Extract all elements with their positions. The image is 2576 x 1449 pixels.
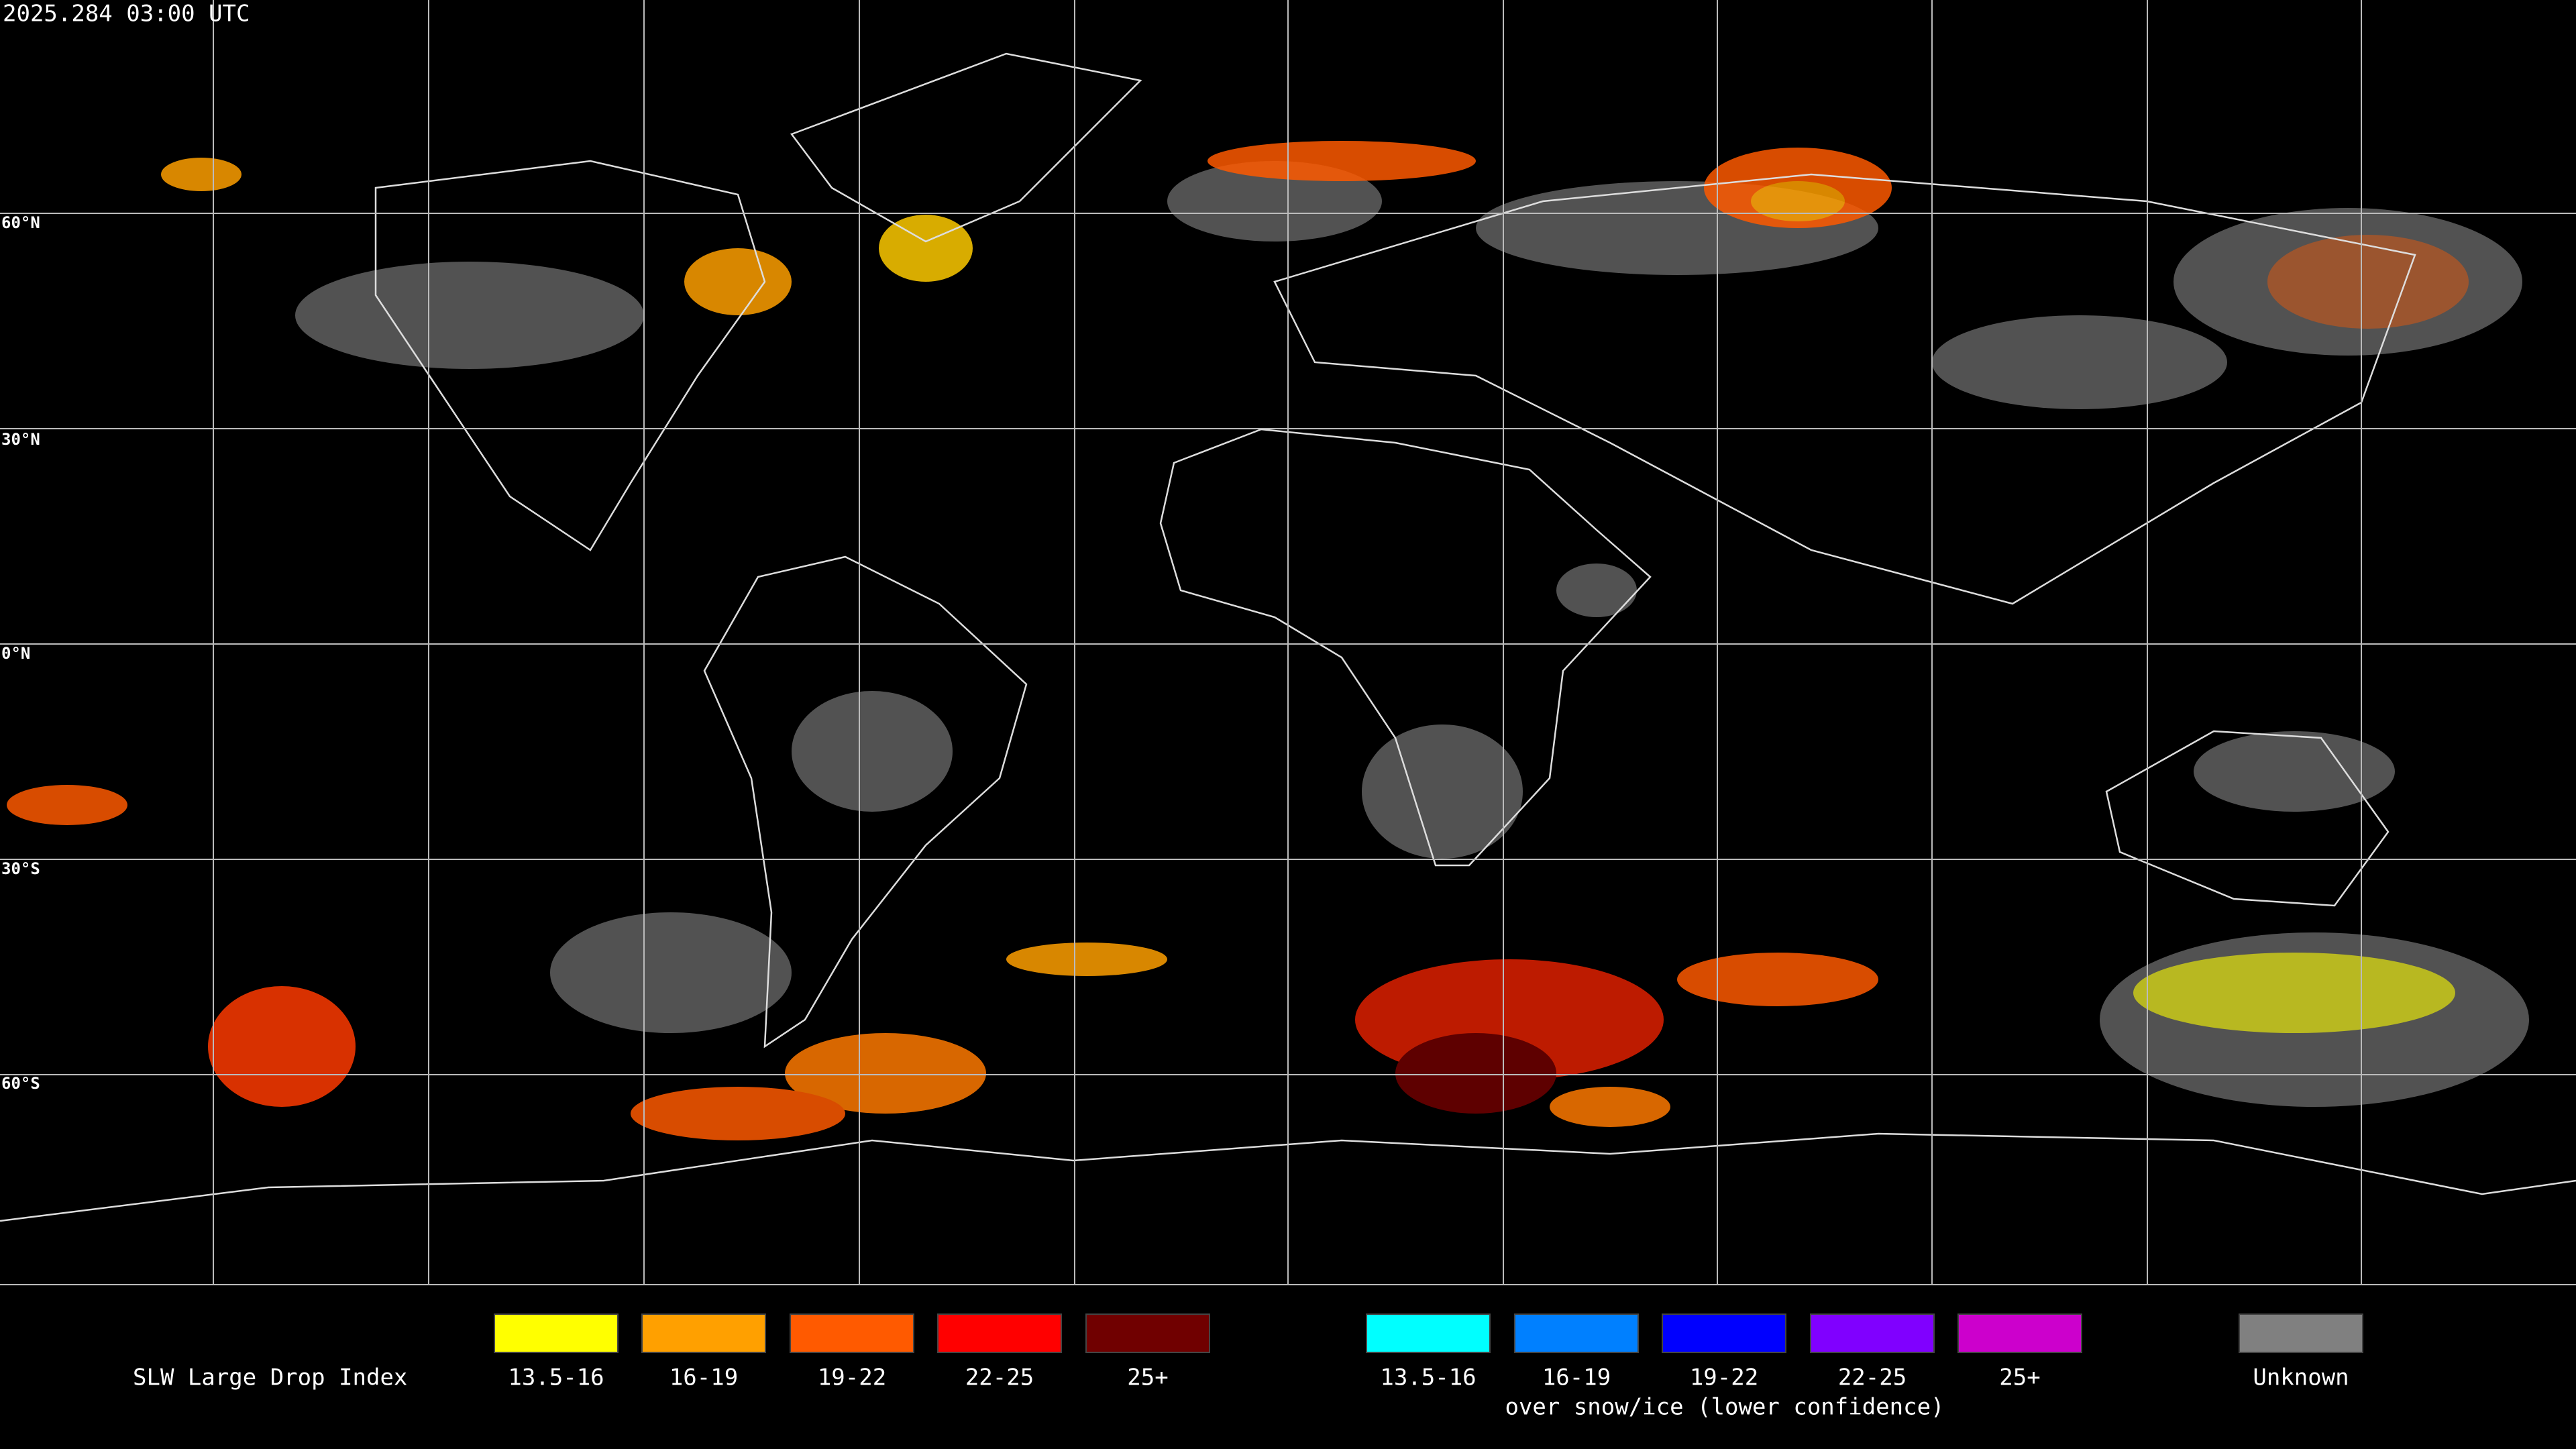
cloud-field	[7, 141, 2529, 1140]
legend-label: 13.5-16	[508, 1364, 604, 1391]
latitude-label: 30°N	[1, 430, 40, 449]
legend-label: 16-19	[669, 1364, 738, 1391]
legend-label: 19-22	[1690, 1364, 1758, 1391]
latitude-label: 60°S	[1, 1074, 40, 1093]
legend-swatch	[790, 1313, 914, 1353]
legend-label: 19-22	[818, 1364, 886, 1391]
legend-label: 25+	[1127, 1364, 1168, 1391]
timestamp: 2025.284 03:00 UTC	[3, 1, 250, 28]
legend-label: 22-25	[1838, 1364, 1907, 1391]
legend-swatch	[2239, 1313, 2363, 1353]
legend-swatch	[1514, 1313, 1639, 1353]
legend-swatch	[1085, 1313, 1210, 1353]
legend-label: 25+	[1999, 1364, 2040, 1391]
latitude-label: 0°N	[1, 644, 30, 663]
legend-label: 22-25	[965, 1364, 1034, 1391]
legend-label: 16-19	[1542, 1364, 1611, 1391]
legend-swatch	[937, 1313, 1062, 1353]
latitude-labels: 60°N 30°N 0°N 30°S 60°S	[1, 213, 40, 1093]
legend: SLW Large Drop Index over snow/ice (lowe…	[133, 1313, 2363, 1421]
legend-swatch	[1662, 1313, 1786, 1353]
legend-label: Unknown	[2253, 1364, 2349, 1391]
snow-note: over snow/ice (lower confidence)	[1505, 1394, 1944, 1421]
latitude-label: 60°N	[1, 213, 40, 232]
legend-label: 13.5-16	[1380, 1364, 1476, 1391]
legend-swatch	[1957, 1313, 2082, 1353]
graticule	[0, 0, 2576, 1285]
latitude-label: 30°S	[1, 859, 40, 878]
legend-title: SLW Large Drop Index	[133, 1364, 407, 1391]
legend-swatch	[1810, 1313, 1935, 1353]
legend-swatch	[494, 1313, 619, 1353]
legend-swatch	[1366, 1313, 1491, 1353]
legend-swatch	[641, 1313, 766, 1353]
